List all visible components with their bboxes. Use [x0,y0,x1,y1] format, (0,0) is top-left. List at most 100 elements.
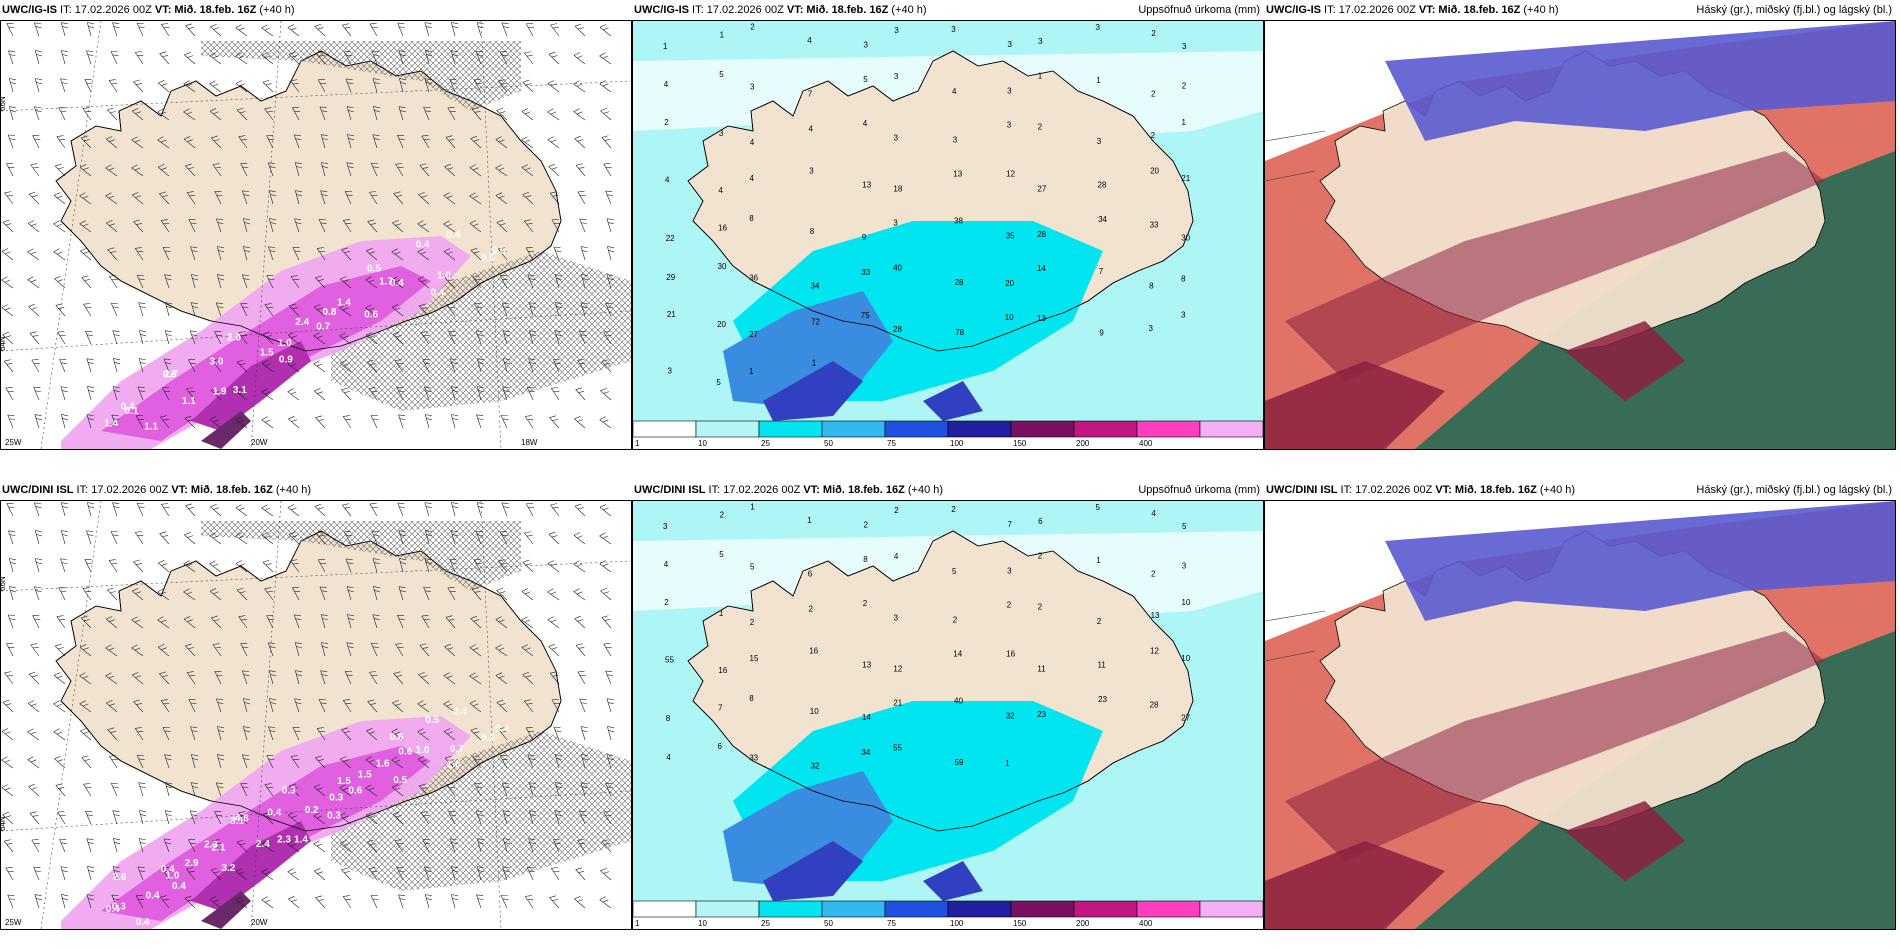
wind-barb-icon [366,728,378,741]
legend-swatch [947,900,1012,918]
accum-value: 8 [749,214,754,223]
map[interactable] [1264,500,1896,930]
wind-barb-icon [240,163,249,177]
wind-barb-icon [392,699,404,713]
init-time: IT: 17.02.2026 00Z [57,4,155,16]
wind-barb-icon [212,163,222,177]
accum-value: 3 [1007,86,1012,95]
wind-barb-icon [185,503,196,517]
wind-barb-icon [87,866,95,881]
accum-value: 1 [1182,118,1187,127]
legend-swatch [695,420,760,438]
precip-value: 1.4 [294,834,308,845]
precip-value: 2.3 [204,840,218,851]
lat-label: 66N [1,576,7,591]
wind-barb-icon [294,162,302,177]
graticule-line [1,310,631,352]
wind-barb-icon [605,190,613,205]
wind-barb-icon [340,360,352,373]
precip-value: 0.4 [146,890,160,901]
precip-value: 2.4 [256,839,270,850]
wind-barb-icon [54,643,66,657]
wind-barb-icon [31,359,40,373]
wind-barb-icon [27,276,40,289]
wind-barb-icon [83,783,92,797]
wind-barb-icon [573,52,586,65]
wind-barb-icon [425,530,433,545]
wind-barb-icon [53,220,66,233]
panel-header: UWC/DINI ISL IT: 17.02.2026 00Z VT: Mið.… [0,480,632,500]
wind-barb-icon [470,615,482,629]
map[interactable] [1264,20,1896,450]
wind-barb-icon [34,50,43,65]
map[interactable]: 3 2 1 1 2 2 2 7 6 5 4 5 4 5 5 6 8 4 5 3 2 1 2 3 2 1 2 2 2 3 2 2 2 2 13 10 55… [632,500,1264,930]
wind-barb-icon [1,248,14,261]
legend-tick-label: 50 [824,439,833,448]
hatch-area [331,731,631,891]
wind-barb-icon [3,359,14,373]
wind-barb-icon [397,502,405,517]
lead-time: (+40 h) [1520,4,1559,16]
wind-barb-icon [163,838,172,853]
lead-time: (+40 h) [904,484,944,496]
wind-barb-icon [313,812,326,825]
wind-barb-icon [314,503,326,517]
accum-value: 3 [1181,310,1186,319]
wind-barb-icon [53,192,66,205]
wind-barb-icon [240,643,249,657]
wind-barb-icon [107,727,118,741]
wind-barb-icon [606,754,614,769]
wind-barb-icon [365,756,378,769]
precip-area [201,411,251,449]
precip-value: 0.4 [106,904,120,915]
wind-barb-icon [6,163,15,177]
wind-barb-icon [80,248,92,261]
wind-barb-icon [216,698,224,713]
wind-barb-icon [555,782,563,797]
accum-value: 1 [749,367,754,376]
wind-barb-icon [527,274,536,289]
wind-barb-icon [53,248,66,261]
wind-barb-icon [105,164,118,177]
wind-barb-icon [605,670,613,685]
precip-value: 0.4 [172,881,186,892]
precip-value: 0.5 [481,253,495,264]
wind-barb-icon [290,275,300,289]
map[interactable]: 66N 64N 25W 20W 18W 0.5 0.5 0.4 0.4 1.0 0.4 1.7 0.5 0… [0,20,632,450]
wind-barb-icon [600,867,612,881]
wind-barb-icon [212,643,222,657]
wind-barb-icon [109,755,118,769]
wind-barb-icon [551,867,560,881]
wind-barb-icon [190,726,198,741]
wind-barb-icon [315,895,326,909]
valid-time: VT: Mið. 18.feb. 16Z [1435,484,1537,496]
map-svg [1265,21,1895,449]
accum-value: 11 [1037,664,1046,673]
wind-barb-icon [6,23,15,37]
wind-barb-icon [373,586,381,601]
legend-swatch [1199,420,1263,438]
wind-barb-icon [574,896,586,909]
wind-barb-icon [268,190,276,205]
wind-barb-icon [106,700,118,713]
wind-barb-icon [240,303,249,317]
wind-barb-icon [524,219,534,233]
wind-barb-icon [236,839,248,853]
map[interactable]: 66N 64N 25W 20W 0.3 0.4 0.4 0.5 0.7 1.0 0.6 0.6 1.0 0… [0,500,632,930]
wind-barb-icon [108,79,118,93]
wind-barb-icon [339,304,352,317]
wind-barb-icon [502,330,510,345]
wind-barb-icon [603,643,612,657]
wind-barb-icon [443,192,456,205]
precip-value: 1.0 [278,338,292,349]
wind-barb-icon [7,614,16,629]
accum-value: 5 [719,70,724,79]
wind-barb-icon [579,698,588,713]
wind-barb-icon [139,810,147,825]
wind-barb-icon [475,810,484,825]
accum-value: 1 [1038,72,1043,81]
wind-barb-icon [238,615,248,629]
wind-barb-icon [548,51,560,65]
wind-barb-icon [185,163,196,177]
